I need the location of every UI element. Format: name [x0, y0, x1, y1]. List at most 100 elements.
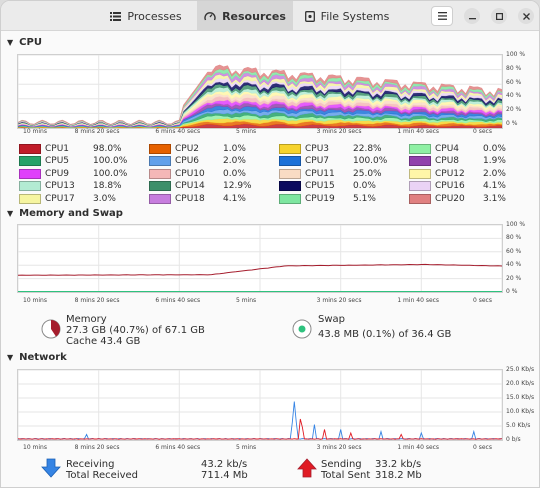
- cpu-name: CPU17: [45, 193, 75, 204]
- cpu-legend-item[interactable]: CPU17 3.0%: [19, 193, 116, 204]
- cpu-name: CPU16: [435, 181, 465, 191]
- cpu-usage-value: 2.0%: [483, 168, 506, 179]
- axis-tick-label: 20 %: [506, 106, 522, 114]
- section-title: CPU: [19, 37, 42, 48]
- time-tick-label: 5 mins: [236, 128, 257, 135]
- cpu-legend-item[interactable]: CPU14 12.9%: [149, 181, 252, 192]
- cpu-usage-value: 100.0%: [353, 156, 388, 166]
- cpu-legend-item[interactable]: CPU6 2.0%: [149, 156, 246, 167]
- swap-pie: [292, 319, 312, 343]
- swap-info: Swap 43.8 MB (0.1%) of 36.4 GB: [318, 314, 451, 340]
- cpu-usage-value: 100.0%: [93, 168, 128, 179]
- cpu-usage-value: 2.0%: [223, 156, 246, 166]
- color-swatch[interactable]: [279, 143, 301, 154]
- color-swatch[interactable]: [409, 156, 431, 166]
- cpu-legend-item[interactable]: CPU12 2.0%: [409, 168, 506, 179]
- axis-tick-label: 100 %: [506, 51, 526, 58]
- cpu-usage-value: 5.1%: [353, 193, 376, 204]
- color-swatch[interactable]: [149, 143, 171, 154]
- time-tick-label: 8 mins 20 secs: [74, 444, 120, 451]
- cpu-section-header[interactable]: ▼ CPU: [7, 37, 42, 48]
- time-tick-label: 1 min 40 secs: [397, 128, 440, 135]
- color-swatch[interactable]: [19, 143, 41, 154]
- color-swatch[interactable]: [19, 168, 41, 179]
- cpu-name: CPU19: [305, 193, 335, 204]
- minimize-button[interactable]: [464, 8, 480, 24]
- color-swatch[interactable]: [19, 181, 41, 191]
- header-bar: Processes Resources File Systems: [1, 1, 539, 31]
- axis-tick-label: 80 %: [506, 234, 522, 242]
- color-swatch[interactable]: [409, 181, 431, 191]
- cpu-legend-item[interactable]: CPU15 0.0%: [279, 181, 376, 192]
- maximize-button[interactable]: [491, 8, 507, 24]
- cpu-name: CPU13: [45, 181, 75, 191]
- close-icon: [522, 12, 530, 20]
- tab-processes[interactable]: Processes: [101, 1, 191, 31]
- color-swatch[interactable]: [409, 168, 431, 179]
- cpu-usage-value: 12.9%: [223, 181, 252, 191]
- swap-usage: 43.8 MB (0.1%) of 36.4 GB: [318, 329, 452, 340]
- sending-info: Sending Total Sent: [321, 459, 370, 481]
- color-swatch[interactable]: [149, 193, 171, 204]
- axis-tick-label: 5.0 Kb/s: [506, 422, 531, 429]
- cpu-legend-item[interactable]: CPU19 5.1%: [279, 193, 376, 204]
- cpu-legend-item[interactable]: CPU8 1.9%: [409, 156, 506, 167]
- color-swatch[interactable]: [279, 181, 301, 191]
- color-swatch[interactable]: [279, 156, 301, 166]
- cpu-legend-item[interactable]: CPU2 1.0%: [149, 143, 246, 154]
- time-tick-label: 0 secs: [473, 128, 492, 135]
- memory-section-header[interactable]: ▼ Memory and Swap: [7, 208, 123, 219]
- cpu-legend-item[interactable]: CPU1 98.0%: [19, 143, 122, 154]
- time-tick-label: 1 min 40 secs: [397, 444, 440, 451]
- receive-arrow-icon: [41, 458, 61, 482]
- network-section-header[interactable]: ▼ Network: [7, 352, 67, 363]
- color-swatch[interactable]: [279, 168, 301, 179]
- cpu-legend-item[interactable]: CPU4 0.0%: [409, 143, 506, 154]
- cpu-name: CPU4: [435, 143, 460, 154]
- chevron-down-icon: ▼: [7, 38, 14, 47]
- color-swatch[interactable]: [19, 156, 41, 166]
- color-swatch[interactable]: [149, 181, 171, 191]
- color-swatch[interactable]: [409, 193, 431, 204]
- send-arrow-icon: [297, 458, 317, 482]
- section-title: Memory and Swap: [19, 208, 123, 219]
- sending-line: [17, 418, 503, 440]
- chevron-down-icon: ▼: [7, 209, 14, 218]
- cpu-legend-item[interactable]: CPU18 4.1%: [149, 193, 246, 204]
- tab-label: File Systems: [320, 9, 390, 23]
- close-button[interactable]: [518, 8, 534, 24]
- cpu-legend-item[interactable]: CPU13 18.8%: [19, 181, 122, 192]
- tab-file-systems[interactable]: File Systems: [299, 1, 395, 31]
- axis-tick-label: 0 %: [506, 288, 518, 295]
- cpu-legend-item[interactable]: CPU3 22.8%: [279, 143, 382, 154]
- sending-value: 33.2 kb/s: [375, 459, 422, 470]
- cpu-legend-item[interactable]: CPU5 100.0%: [19, 156, 127, 167]
- cpu-legend-item[interactable]: CPU7 100.0%: [279, 156, 387, 167]
- memory-title: Memory: [66, 314, 107, 325]
- cpu-legend-item[interactable]: CPU9 100.0%: [19, 168, 127, 179]
- cpu-legend-item[interactable]: CPU10 0.0%: [149, 168, 246, 179]
- total-received-label: Total Received: [66, 470, 139, 481]
- pie-slice: [298, 325, 306, 333]
- sending-label: Sending: [321, 459, 362, 470]
- color-swatch[interactable]: [279, 193, 301, 204]
- color-swatch[interactable]: [19, 193, 41, 204]
- cpu-name: CPU2: [175, 143, 200, 154]
- cpu-usage-value: 25.0%: [353, 168, 382, 179]
- color-swatch[interactable]: [149, 168, 171, 179]
- memory-history-chart: [17, 224, 503, 293]
- cpu-usage-value: 22.8%: [353, 143, 382, 154]
- menu-button[interactable]: [431, 6, 453, 26]
- cpu-usage-value: 1.0%: [223, 143, 246, 154]
- cpu-usage-value: 0.0%: [223, 168, 246, 179]
- color-swatch[interactable]: [149, 156, 171, 166]
- memory-usage-line: [17, 263, 503, 276]
- cpu-legend-item[interactable]: CPU16 4.1%: [409, 181, 506, 192]
- time-tick-label: 10 mins: [23, 444, 47, 451]
- color-swatch[interactable]: [409, 143, 431, 154]
- cpu-legend-item[interactable]: CPU11 25.0%: [279, 168, 382, 179]
- tab-resources[interactable]: Resources: [197, 1, 293, 31]
- cpu-legend-item[interactable]: CPU20 3.1%: [409, 193, 506, 204]
- memory-usage: 27.3 GB (40.7%) of 67.1 GB: [66, 325, 205, 336]
